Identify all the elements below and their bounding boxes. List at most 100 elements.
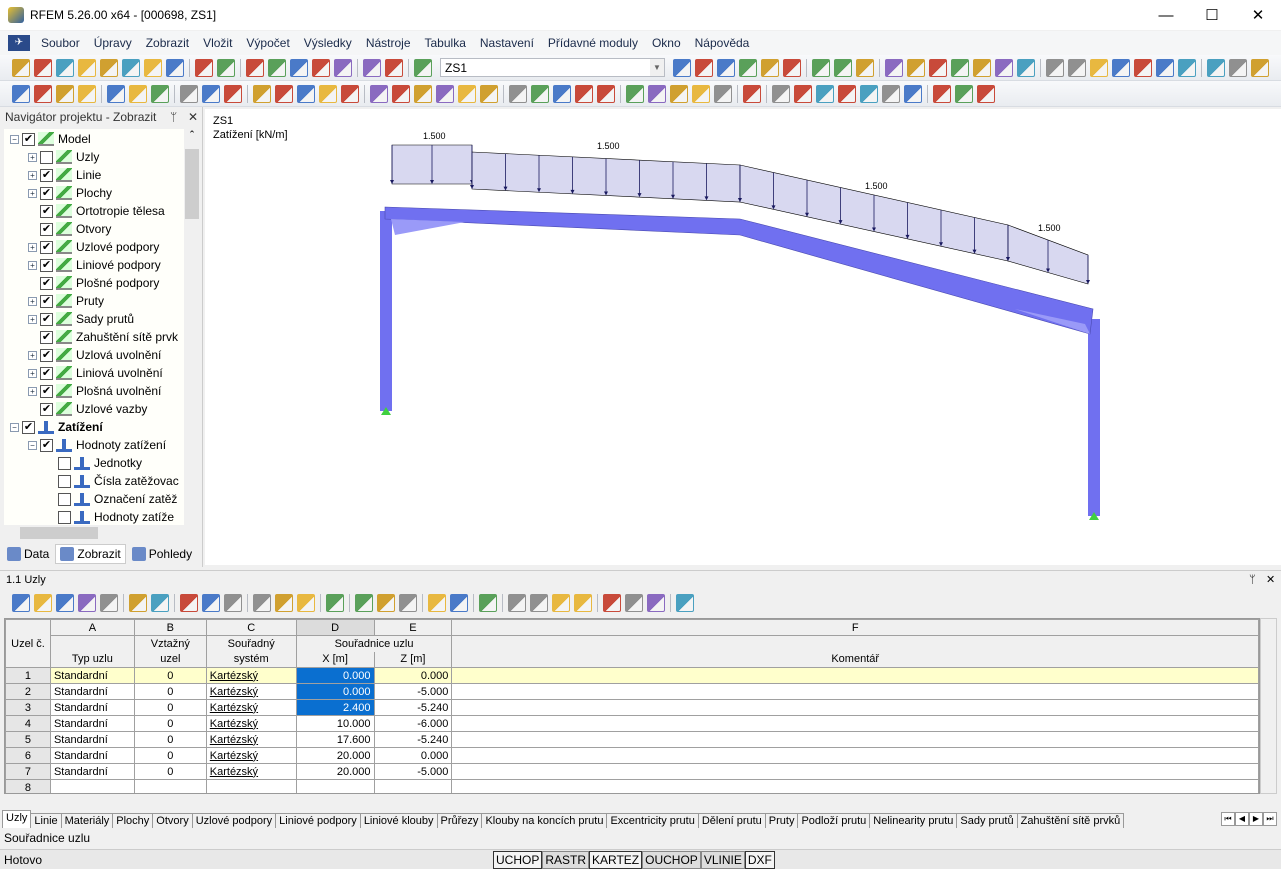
table-row[interactable]: 5 Standardní 0 Kartézský 17.600 -5.240: [5, 731, 1259, 748]
hinge-icon[interactable]: [129, 84, 147, 103]
row-number[interactable]: 6: [5, 747, 51, 764]
save-icon[interactable]: [100, 58, 118, 77]
tree-item[interactable]: Označení zatěž: [46, 490, 177, 508]
checkbox[interactable]: [40, 150, 53, 164]
sheet-tab[interactable]: Klouby na koncích prutu: [481, 813, 608, 828]
sheet-tab[interactable]: Otvory: [152, 813, 193, 828]
sheet-tab[interactable]: Podloží prutu: [797, 813, 871, 828]
cell-comment[interactable]: [451, 699, 1259, 716]
database-icon[interactable]: [78, 58, 96, 77]
support-icon[interactable]: [107, 84, 125, 103]
settings-icon[interactable]: [1178, 58, 1196, 77]
expand-icon[interactable]: +: [28, 314, 37, 324]
tree-item[interactable]: + ✔ Uzlové podpory: [28, 238, 159, 256]
delete-icon[interactable]: [1112, 58, 1130, 77]
export-icon[interactable]: [1207, 58, 1225, 77]
shading-icon[interactable]: [743, 84, 761, 103]
diagram-icon[interactable]: [856, 58, 874, 77]
section-icon[interactable]: [816, 84, 834, 103]
sheet-tab[interactable]: Excentricity prutu: [606, 813, 699, 828]
cell-comment[interactable]: [451, 731, 1259, 748]
opening-icon[interactable]: [275, 84, 293, 103]
cell-x[interactable]: 0.000: [295, 683, 375, 700]
sheet-tab[interactable]: Nelinearity prutu: [869, 813, 958, 828]
table-vertical-scrollbar[interactable]: [1260, 618, 1277, 794]
status-toggle-vlinie[interactable]: VLINIE: [700, 851, 745, 869]
tree-item[interactable]: + ✔ Pruty: [28, 292, 104, 310]
sheet-tab[interactable]: Linie: [30, 813, 62, 828]
tree-item[interactable]: Jednotky: [46, 454, 142, 472]
next-table-icon[interactable]: [151, 594, 169, 612]
close-button[interactable]: ✕: [1251, 7, 1265, 24]
cell-comment[interactable]: [451, 667, 1259, 684]
zoom-del-icon[interactable]: [553, 84, 571, 103]
undo-icon[interactable]: [195, 58, 213, 77]
cell-x[interactable]: 0.000: [295, 667, 375, 684]
cell-ref-node[interactable]: 0: [133, 667, 207, 684]
checkbox[interactable]: ✔: [40, 276, 53, 290]
tree-item[interactable]: + ✔ Plochy: [28, 184, 112, 202]
load-values-icon[interactable]: [739, 58, 757, 77]
checkbox[interactable]: [58, 474, 71, 488]
cell-ref-node[interactable]: 0: [133, 731, 207, 748]
cell-x[interactable]: 20.000: [295, 763, 375, 780]
load-surface-icon[interactable]: [458, 84, 476, 103]
tree-item[interactable]: + ✔ Sady prutů: [28, 310, 134, 328]
cut-icon[interactable]: [355, 594, 373, 612]
load-member-icon[interactable]: [414, 84, 432, 103]
tree-item[interactable]: + ✔ Uzlová uvolnění: [28, 346, 161, 364]
plane-icon[interactable]: [860, 84, 878, 103]
copy-icon[interactable]: [341, 84, 359, 103]
menu-item[interactable]: Nástroje: [365, 36, 411, 50]
text-icon[interactable]: [603, 594, 621, 612]
import-icon[interactable]: [1229, 58, 1247, 77]
table-row[interactable]: 7 Standardní 0 Kartézský 20.000 -5.000: [5, 763, 1259, 780]
measure-icon[interactable]: [1046, 58, 1064, 77]
results-icon[interactable]: [812, 58, 830, 77]
releases-icon[interactable]: [951, 58, 969, 77]
copy-icon[interactable]: [377, 594, 395, 612]
row-number[interactable]: 3: [5, 699, 51, 716]
tree-item[interactable]: − ✔ Zatížení: [10, 418, 103, 436]
navigator-tab[interactable]: Zobrazit: [55, 544, 126, 564]
expand-icon[interactable]: +: [28, 152, 37, 162]
sheet-tab[interactable]: Plochy: [112, 813, 154, 828]
pdf-icon[interactable]: [1251, 58, 1269, 77]
cell-z[interactable]: -5.000: [373, 763, 453, 780]
checkbox[interactable]: ✔: [40, 258, 53, 272]
cell-x[interactable]: 2.400: [295, 699, 375, 716]
checkbox[interactable]: [58, 510, 71, 524]
sheet-tab[interactable]: Zahuštění sítě prvků: [1016, 813, 1125, 828]
menu-item[interactable]: Soubor: [41, 36, 80, 50]
tree-item[interactable]: + ✔ Liniová uvolnění: [28, 364, 163, 382]
cell-coord-system[interactable]: Kartézský: [205, 715, 297, 732]
zoom-window-icon[interactable]: [531, 84, 549, 103]
checkbox[interactable]: ✔: [40, 240, 53, 254]
pick-multi-icon[interactable]: [202, 594, 220, 612]
cell-coord-system[interactable]: Kartézský: [205, 731, 297, 748]
collapse-icon[interactable]: −: [10, 134, 19, 144]
checkbox[interactable]: ✔: [40, 330, 53, 344]
layers-icon[interactable]: [904, 84, 922, 103]
print-icon[interactable]: [144, 58, 162, 77]
expand-icon[interactable]: +: [28, 350, 37, 360]
checkbox[interactable]: ✔: [40, 438, 53, 452]
load-line-icon[interactable]: [436, 84, 454, 103]
view-z-icon[interactable]: [670, 84, 688, 103]
cell-type[interactable]: Standardní: [49, 683, 135, 700]
filter-icon[interactable]: [714, 84, 732, 103]
checkbox[interactable]: ✔: [40, 294, 53, 308]
sheet-tab[interactable]: Sady prutů: [956, 813, 1018, 828]
col-letter[interactable]: E: [373, 619, 453, 636]
cell-coord-system[interactable]: [205, 779, 297, 793]
menu-item[interactable]: Vložit: [203, 36, 233, 50]
wire-icon[interactable]: [794, 84, 812, 103]
cell-coord-system[interactable]: Kartézský: [205, 667, 297, 684]
cols-icon[interactable]: [428, 594, 446, 612]
menu-item[interactable]: Úpravy: [93, 36, 132, 50]
cell-z[interactable]: 0.000: [373, 747, 453, 764]
slope-icon[interactable]: [882, 84, 900, 103]
print-report-icon[interactable]: [122, 58, 140, 77]
status-toggle-uchop[interactable]: UCHOP: [493, 851, 543, 869]
next-icon[interactable]: [695, 58, 713, 77]
